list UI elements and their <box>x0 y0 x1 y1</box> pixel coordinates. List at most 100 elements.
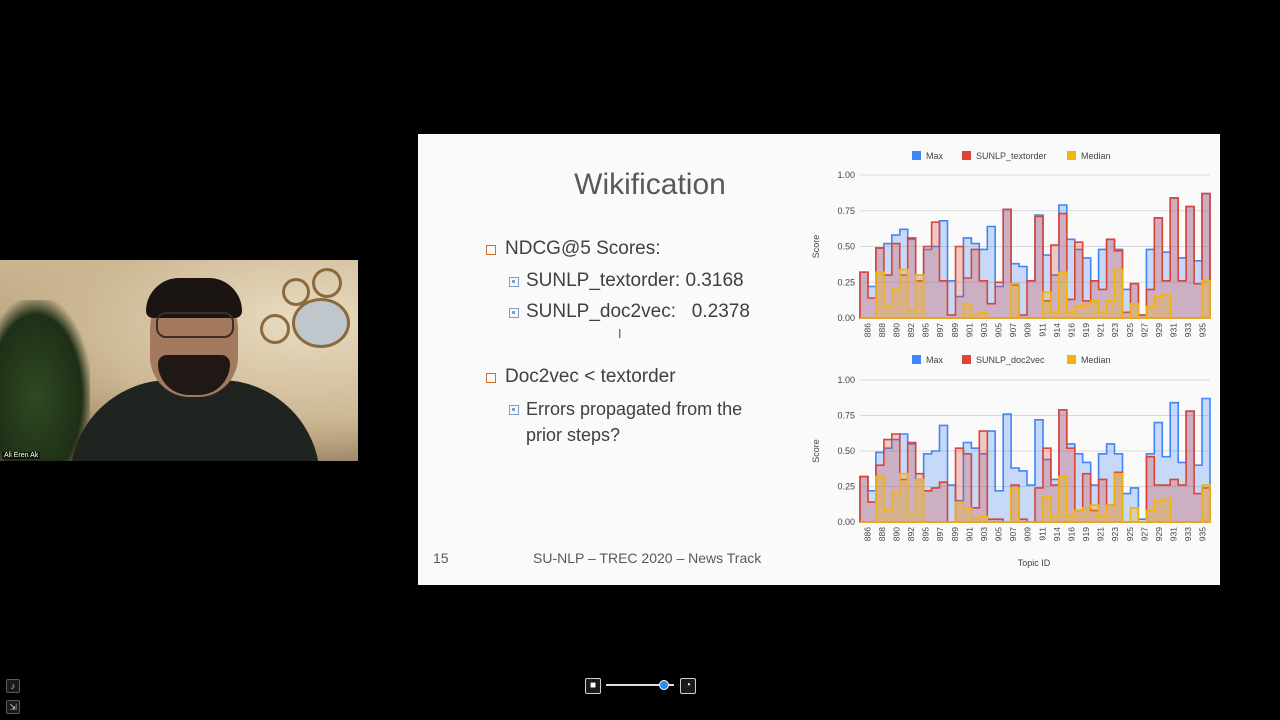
y-tick-label: 0.50 <box>837 446 855 456</box>
x-tick-label: 931 <box>1169 527 1179 541</box>
bullet-errors-line2: prior steps? <box>526 425 621 445</box>
x-tick-label: 927 <box>1139 527 1149 541</box>
legend-swatch <box>912 355 921 364</box>
orange-bullet-icon <box>486 245 496 255</box>
x-tick-label: 897 <box>935 323 945 337</box>
x-tick-label: 925 <box>1125 323 1135 337</box>
x-tick-label: 929 <box>1154 527 1164 541</box>
y-tick-label: 0.00 <box>837 313 855 323</box>
x-tick-label: 899 <box>950 323 960 337</box>
y-axis-label: Score <box>811 439 821 463</box>
slide-page-number: 15 <box>433 550 449 566</box>
x-tick-label: 888 <box>877 527 887 541</box>
x-tick-label: 935 <box>1198 323 1208 337</box>
legend-label: Median <box>1081 355 1111 365</box>
x-tick-label: 892 <box>906 527 916 541</box>
x-tick-label: 888 <box>877 323 887 337</box>
x-tick-label: 895 <box>921 527 931 541</box>
y-tick-label: 0.50 <box>837 242 855 252</box>
y-tick-label: 0.75 <box>837 411 855 421</box>
legend-swatch <box>1067 355 1076 364</box>
y-tick-label: 1.00 <box>837 170 855 180</box>
legend-label: Max <box>926 151 944 161</box>
legend-swatch <box>962 151 971 160</box>
legend-swatch <box>1067 151 1076 160</box>
x-tick-label: 886 <box>862 323 872 337</box>
y-tick-label: 0.75 <box>837 206 855 216</box>
x-tick-label: 909 <box>1023 323 1033 337</box>
person-glasses <box>156 312 234 338</box>
blue-bullet-icon <box>509 308 519 318</box>
orange-bullet-icon <box>486 373 496 383</box>
x-tick-label: 916 <box>1067 527 1077 541</box>
x-tick-label: 935 <box>1198 527 1208 541</box>
bullet-textorder-score: SUNLP_textorder: 0.3168 <box>526 270 744 291</box>
screen-share-view-icon[interactable]: ◔ <box>680 678 696 694</box>
x-tick-label: 897 <box>935 527 945 541</box>
legend-swatch <box>912 151 921 160</box>
blue-bullet-icon <box>509 405 519 415</box>
x-tick-label: 907 <box>1008 323 1018 337</box>
legend-label: SUNLP_textorder <box>976 151 1047 161</box>
x-tick-label: 911 <box>1037 323 1047 337</box>
x-tick-label: 901 <box>964 323 974 337</box>
x-tick-label: 901 <box>964 527 974 541</box>
wall-basket <box>282 278 310 306</box>
x-tick-label: 919 <box>1081 527 1091 541</box>
wall-basket <box>312 268 342 298</box>
x-tick-label: 916 <box>1067 323 1077 337</box>
series-area-median <box>860 472 1211 523</box>
y-tick-label: 0.25 <box>837 482 855 492</box>
bullet-ndcg: NDCG@5 Scores: <box>505 238 661 259</box>
x-tick-label: 899 <box>950 527 960 541</box>
x-tick-label: 929 <box>1154 323 1164 337</box>
y-tick-label: 0.25 <box>837 277 855 287</box>
x-tick-label: 911 <box>1037 527 1047 541</box>
x-tick-label: 892 <box>906 323 916 337</box>
x-tick-label: 890 <box>892 527 902 541</box>
x-tick-label: 921 <box>1096 323 1106 337</box>
legend-label: Max <box>926 355 944 365</box>
participant-name: Ali Eren Ak <box>2 452 41 459</box>
legend-label: SUNLP_doc2vec <box>976 355 1045 365</box>
speaker-icon[interactable]: ♪ <box>6 679 20 693</box>
person-hair <box>146 278 242 318</box>
x-tick-label: 919 <box>1081 323 1091 337</box>
x-tick-label: 927 <box>1139 323 1149 337</box>
x-axis-label: Topic ID <box>1018 558 1051 568</box>
x-tick-label: 895 <box>921 323 931 337</box>
person-beard <box>158 355 230 395</box>
bullet-errors-line1: Errors propagated from the <box>526 399 743 419</box>
participant-video[interactable]: Ali Eren Ak <box>0 260 358 461</box>
legend-swatch <box>962 355 971 364</box>
shared-slide <box>418 134 1220 585</box>
x-tick-label: 905 <box>994 323 1004 337</box>
x-tick-label: 921 <box>1096 527 1106 541</box>
text-cursor-icon: I <box>618 327 622 341</box>
bullet-comparison: Doc2vec < textorder <box>505 366 676 387</box>
x-tick-label: 909 <box>1023 527 1033 541</box>
view-slider-track[interactable] <box>606 684 674 686</box>
slide-title: Wikification <box>574 168 726 201</box>
bullet-doc2vec-score: SUNLP_doc2vec: 0.2378 <box>526 301 750 322</box>
x-tick-label: 933 <box>1183 323 1193 337</box>
x-tick-label: 914 <box>1052 323 1062 337</box>
x-tick-label: 925 <box>1125 527 1135 541</box>
x-tick-label: 890 <box>892 323 902 337</box>
x-tick-label: 923 <box>1110 323 1120 337</box>
speaker-view-icon[interactable]: ■ <box>585 678 601 694</box>
series-area-median <box>860 268 1211 319</box>
slide-footer: SU-NLP – TREC 2020 – News Track <box>533 550 762 566</box>
x-tick-label: 903 <box>979 323 989 337</box>
x-tick-label: 914 <box>1052 527 1062 541</box>
y-axis-label: Score <box>811 235 821 259</box>
legend-label: Median <box>1081 151 1111 161</box>
wall-basket <box>292 298 350 348</box>
x-tick-label: 933 <box>1183 527 1193 541</box>
x-tick-label: 905 <box>994 527 1004 541</box>
collapse-icon[interactable]: ⇲ <box>6 700 20 714</box>
y-tick-label: 0.00 <box>837 517 855 527</box>
x-tick-label: 886 <box>862 527 872 541</box>
view-slider-thumb[interactable] <box>658 680 669 690</box>
